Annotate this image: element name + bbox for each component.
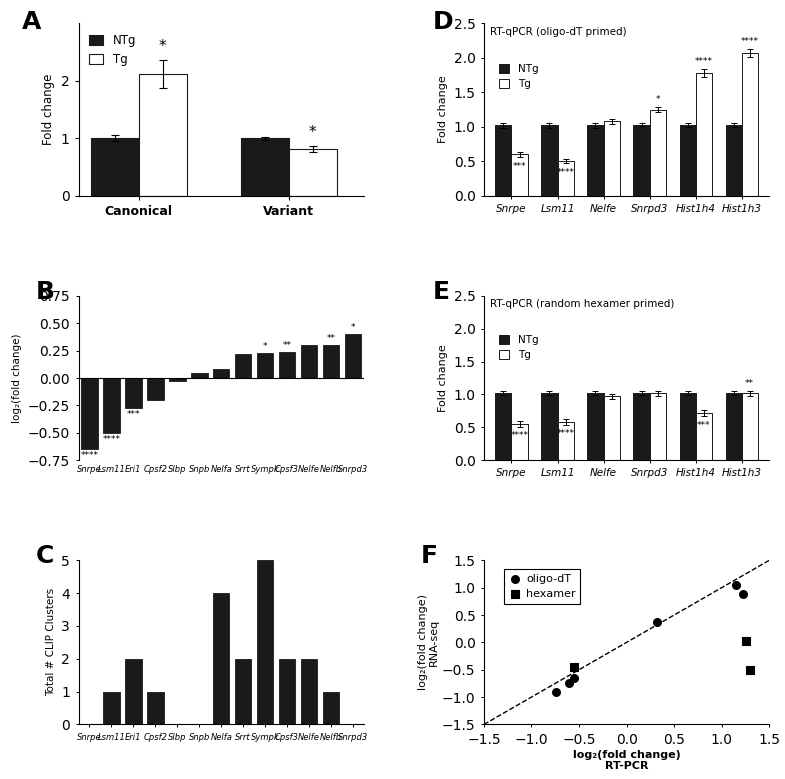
- Bar: [495, 125, 512, 196]
- Text: *: *: [263, 342, 268, 351]
- Bar: [169, 378, 185, 381]
- Bar: [125, 378, 141, 407]
- Text: RT-qPCR (oligo-dT primed): RT-qPCR (oligo-dT primed): [490, 26, 626, 37]
- Legend: NTg, Tg: NTg, Tg: [495, 60, 542, 93]
- Text: *: *: [309, 125, 316, 140]
- Bar: [542, 393, 557, 460]
- Bar: [241, 139, 289, 196]
- Text: C: C: [35, 544, 54, 568]
- Bar: [742, 393, 758, 460]
- Bar: [213, 593, 229, 724]
- Text: ***: ***: [126, 410, 141, 419]
- Bar: [633, 393, 650, 460]
- Bar: [604, 122, 619, 196]
- Bar: [235, 354, 251, 378]
- Text: F: F: [421, 544, 438, 568]
- Bar: [301, 659, 317, 724]
- Legend: NTg, Tg: NTg, Tg: [495, 331, 542, 365]
- hexamer: [739, 635, 752, 647]
- Bar: [147, 378, 163, 400]
- Bar: [139, 74, 187, 196]
- Text: *: *: [655, 95, 660, 104]
- Bar: [542, 125, 557, 196]
- Bar: [279, 659, 295, 724]
- Bar: [587, 125, 604, 196]
- Text: ***: ***: [513, 162, 526, 171]
- Bar: [323, 345, 339, 378]
- oligo-dT: [651, 615, 663, 628]
- Bar: [604, 397, 619, 460]
- Bar: [289, 149, 337, 196]
- Bar: [696, 73, 712, 196]
- oligo-dT: [730, 579, 743, 591]
- Y-axis label: log₂(fold change): log₂(fold change): [13, 333, 22, 423]
- Legend: NTg, Tg: NTg, Tg: [85, 30, 141, 71]
- oligo-dT: [736, 588, 749, 601]
- Bar: [191, 372, 207, 378]
- Text: ****: ****: [557, 168, 575, 177]
- Text: ****: ****: [510, 432, 528, 440]
- Y-axis label: Fold change: Fold change: [438, 76, 448, 143]
- Text: B: B: [35, 280, 55, 304]
- Bar: [279, 352, 295, 378]
- Y-axis label: Total # CLIP Clusters: Total # CLIP Clusters: [46, 588, 56, 696]
- Bar: [680, 393, 696, 460]
- Bar: [650, 393, 666, 460]
- Bar: [696, 413, 712, 460]
- Text: **: **: [283, 340, 291, 350]
- Bar: [495, 393, 512, 460]
- Text: **: **: [745, 379, 754, 388]
- Bar: [81, 378, 97, 449]
- Text: ***: ***: [697, 421, 710, 430]
- Bar: [512, 154, 528, 196]
- Bar: [512, 424, 528, 460]
- Bar: [235, 659, 251, 724]
- Bar: [90, 139, 139, 196]
- Bar: [725, 393, 742, 460]
- Bar: [323, 692, 339, 724]
- Text: RT-qPCR (random hexamer primed): RT-qPCR (random hexamer primed): [490, 299, 674, 309]
- Text: ****: ****: [557, 429, 575, 439]
- Bar: [257, 353, 273, 378]
- Text: A: A: [21, 9, 41, 33]
- Bar: [557, 161, 574, 196]
- Text: ****: ****: [741, 37, 759, 46]
- Y-axis label: Fold change: Fold change: [42, 74, 55, 145]
- Legend: oligo-dT, hexamer: oligo-dT, hexamer: [504, 569, 580, 604]
- Bar: [725, 125, 742, 196]
- Bar: [103, 692, 119, 724]
- Bar: [125, 659, 141, 724]
- Text: *: *: [351, 323, 356, 332]
- Bar: [147, 692, 163, 724]
- Text: **: **: [327, 334, 335, 343]
- Bar: [680, 125, 696, 196]
- Text: E: E: [433, 280, 450, 304]
- Bar: [213, 369, 229, 378]
- Text: ****: ****: [695, 57, 713, 66]
- Text: D: D: [433, 9, 453, 33]
- Bar: [257, 560, 273, 724]
- Text: ****: ****: [102, 435, 120, 444]
- Bar: [301, 345, 317, 378]
- Bar: [587, 393, 604, 460]
- Bar: [345, 334, 361, 378]
- Bar: [633, 125, 650, 196]
- oligo-dT: [550, 686, 562, 698]
- oligo-dT: [568, 671, 581, 684]
- X-axis label: log₂(fold change)
RT-PCR: log₂(fold change) RT-PCR: [573, 749, 681, 771]
- Bar: [103, 378, 119, 433]
- Bar: [557, 422, 574, 460]
- Text: ****: ****: [81, 451, 98, 460]
- Y-axis label: log₂(fold change)
RNA-seq: log₂(fold change) RNA-seq: [418, 594, 439, 690]
- oligo-dT: [563, 677, 575, 689]
- Bar: [650, 110, 666, 196]
- hexamer: [744, 664, 757, 676]
- hexamer: [568, 661, 581, 673]
- Y-axis label: Fold change: Fold change: [438, 344, 448, 412]
- Text: *: *: [159, 39, 166, 54]
- Bar: [742, 53, 758, 196]
